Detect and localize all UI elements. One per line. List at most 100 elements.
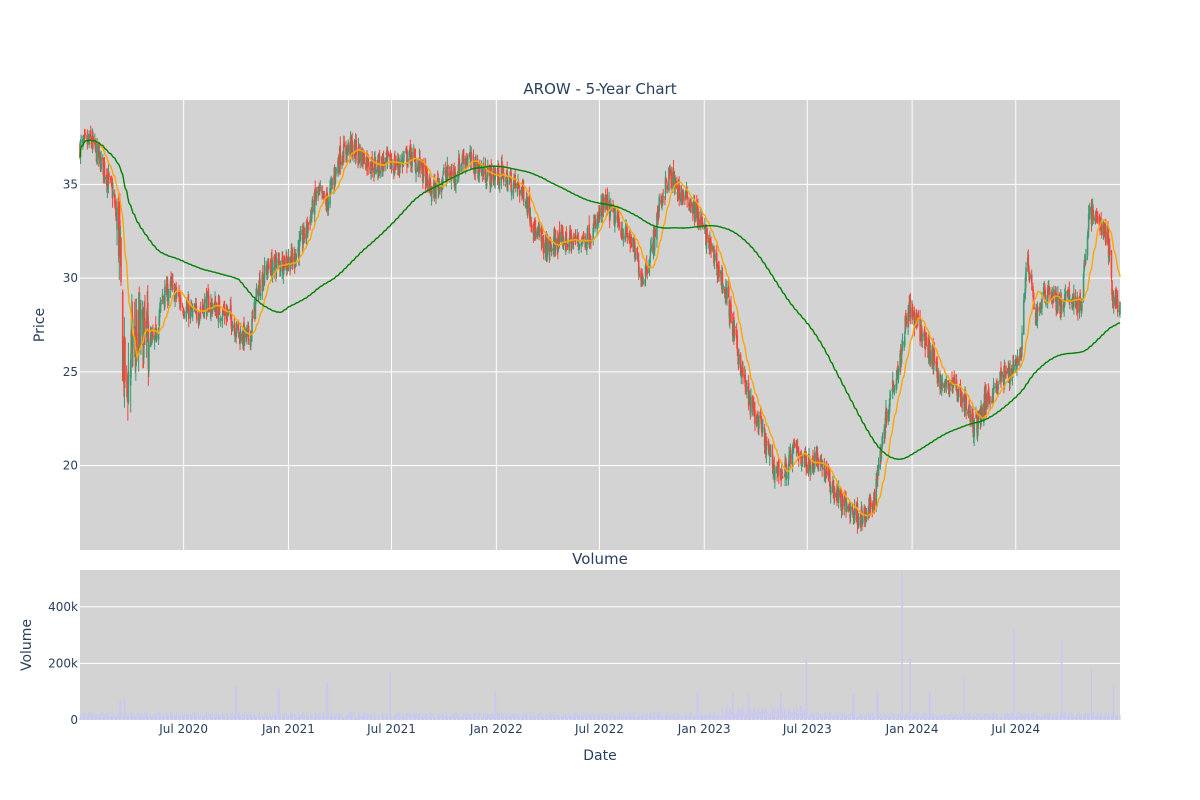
volume-bar [490,713,492,720]
volume-bar [777,715,779,720]
volume-bar [162,716,164,720]
candle-body [987,392,989,408]
volume-bar [758,710,760,720]
candle-body [646,269,649,275]
volume-bar [425,714,427,720]
candle-body [759,412,762,418]
volume-bar [555,717,557,720]
volume-bar [524,713,526,720]
candle-body [1111,280,1113,296]
candle-body [279,268,282,271]
volume-bar [302,716,304,720]
candle-body [769,448,772,450]
volume-bar [457,713,459,720]
candle-body [1100,219,1103,229]
volume-bar [1000,717,1002,720]
candle-body [172,281,174,283]
candle-body [781,472,784,474]
volume-bar [463,717,465,720]
candle-body [770,451,772,453]
volume-bar [964,677,966,720]
volume-bar [979,713,981,720]
candle-body [558,229,561,243]
candle-body [113,193,116,204]
candle-body [937,372,940,383]
volume-bar [907,712,909,720]
volume-bar [776,715,778,720]
volume-bar [826,717,828,720]
volume-bar [1106,714,1108,720]
volume-bar [682,716,684,720]
volume-bar [573,714,575,720]
candle-body [291,250,293,258]
volume-bar [330,714,332,720]
candle-body [634,251,637,260]
volume-bar [891,711,893,720]
volume-bar [431,713,433,720]
volume-bar [951,711,953,720]
volume-bar [565,717,567,720]
volume-bar [160,715,162,720]
volume-bar [429,712,431,720]
volume-bar [570,716,572,720]
volume-bar [953,716,955,720]
candle-body [108,173,110,178]
volume-bar [605,717,607,720]
volume-bar [808,717,810,720]
volume-bar [367,713,369,720]
volume-bar [326,683,328,720]
volume-bar [1079,715,1081,720]
volume-bar [528,717,530,720]
candle-body [983,402,985,423]
volume-bar [557,716,559,720]
candle-body [116,207,118,230]
volume-bar [366,715,368,720]
volume-bar [686,714,688,720]
volume-bar [793,707,795,720]
candle-body [421,159,424,173]
candle-body [103,162,106,177]
volume-bar [1044,714,1046,720]
volume-bar [613,716,615,720]
candle-body [349,136,352,158]
volume-bar [773,715,775,720]
candle-body [464,158,467,168]
volume-bar [426,716,428,720]
volume-bar [749,712,751,720]
volume-bar [610,717,612,720]
volume-bar [636,717,638,720]
candle-body [221,317,224,321]
candle-body [1096,217,1099,222]
volume-bar [146,713,148,720]
volume-bar [187,714,189,720]
candle-body [410,152,412,166]
volume-bar [303,714,305,720]
candle-body [881,440,884,446]
volume-bar [422,717,424,720]
volume-bar [88,712,90,720]
volume-bar [932,716,934,720]
candle-body [621,231,624,238]
volume-bar [744,715,746,720]
volume-bar [1107,713,1109,720]
volume-bar [780,691,782,720]
volume-bar [1011,712,1013,720]
volume-bar [741,707,743,720]
candle-body [329,188,331,205]
candle-body [857,518,860,527]
candle-body [864,508,867,519]
volume-bar [788,708,790,720]
candle-body [542,243,545,254]
candle-body [832,480,835,499]
volume-bar [713,718,715,720]
volume-bar [562,715,564,720]
volume-bar [1100,714,1102,720]
volume-bar [537,715,539,720]
volume-bar [948,715,950,720]
candle-body [1000,377,1003,379]
candle-body [921,339,924,340]
candle-body [104,176,106,180]
candle-body [971,413,973,425]
candle-body [501,161,503,177]
volume-bar [405,717,407,720]
